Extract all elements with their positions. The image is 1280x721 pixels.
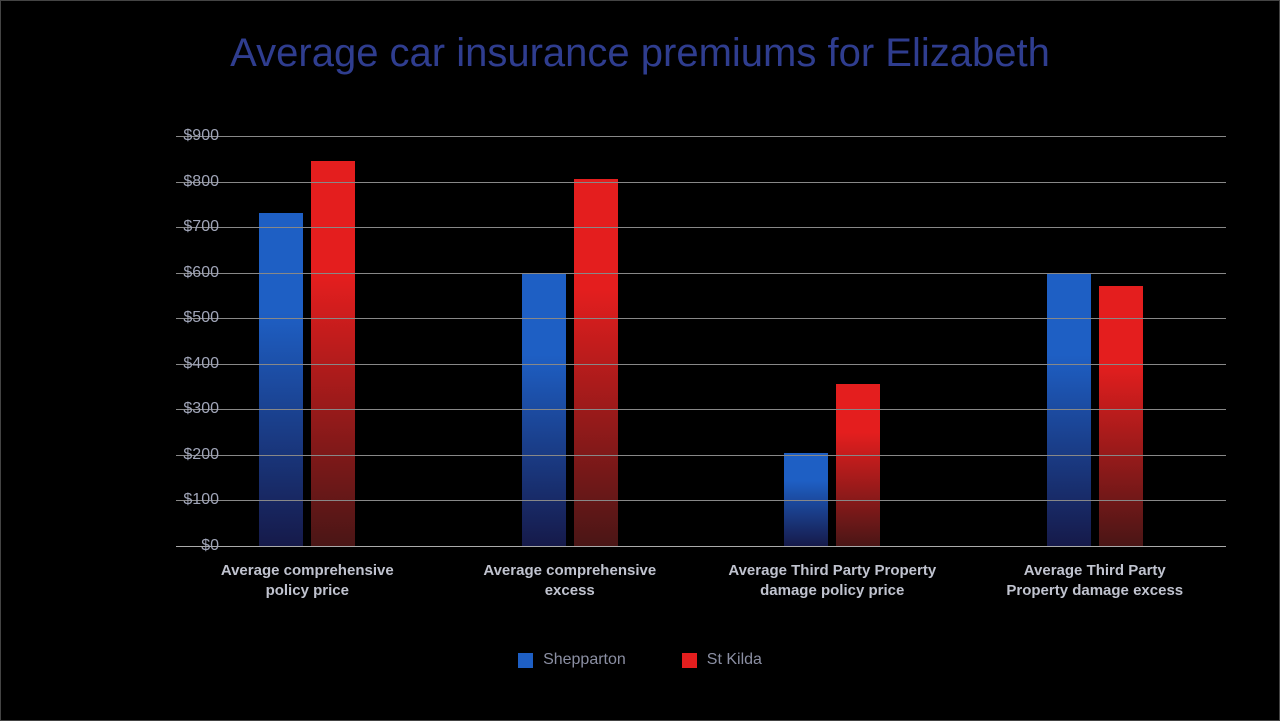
x-tick-label: Average Third PartyProperty damage exces… (964, 561, 1227, 600)
bar (784, 453, 828, 546)
y-tick-label: $100 (139, 491, 219, 509)
gridline (176, 364, 1226, 365)
y-tick-label: $800 (139, 173, 219, 191)
chart-title: Average car insurance premiums for Eliza… (1, 31, 1279, 76)
bars-container (176, 136, 1226, 546)
gridline (176, 455, 1226, 456)
bar (574, 179, 618, 546)
plot-area (176, 136, 1226, 546)
bar (311, 161, 355, 546)
y-tick-label: $900 (139, 127, 219, 145)
legend: Shepparton St Kilda (1, 651, 1279, 673)
legend-label: St Kilda (707, 651, 762, 669)
gridline (176, 409, 1226, 410)
y-tick-label: $0 (139, 537, 219, 555)
gridline (176, 546, 1226, 547)
x-tick-label: Average comprehensiveexcess (439, 561, 702, 600)
gridline (176, 500, 1226, 501)
x-tick-label: Average comprehensivepolicy price (176, 561, 439, 600)
y-tick-label: $500 (139, 309, 219, 327)
y-tick-label: $700 (139, 218, 219, 236)
legend-item: St Kilda (682, 651, 762, 669)
y-tick-label: $300 (139, 400, 219, 418)
gridline (176, 136, 1226, 137)
legend-item: Shepparton (518, 651, 626, 669)
legend-swatch (518, 653, 533, 668)
gridline (176, 182, 1226, 183)
y-tick-label: $600 (139, 264, 219, 282)
legend-swatch (682, 653, 697, 668)
gridline (176, 318, 1226, 319)
y-tick-label: $400 (139, 355, 219, 373)
legend-label: Shepparton (543, 651, 626, 669)
bar (259, 213, 303, 546)
y-tick-label: $200 (139, 446, 219, 464)
gridline (176, 227, 1226, 228)
bar (1099, 286, 1143, 546)
x-tick-label: Average Third Party Propertydamage polic… (701, 561, 964, 600)
gridline (176, 273, 1226, 274)
